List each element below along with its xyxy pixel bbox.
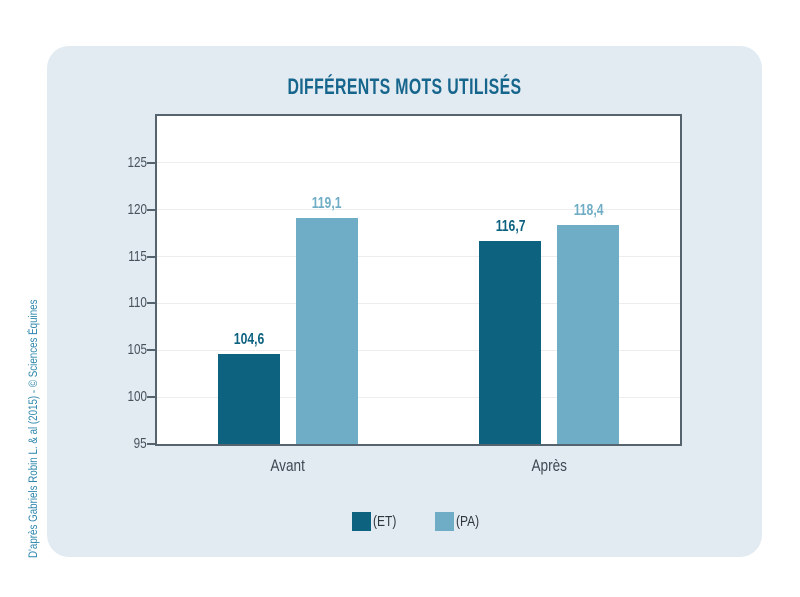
bar-value-label: 104,6 — [233, 331, 264, 349]
legend-item-(PA): (PA) — [434, 512, 485, 531]
gridline — [157, 209, 680, 211]
y-axis-tick-label: 105 — [127, 341, 147, 359]
legend-label: (PA) — [455, 513, 479, 530]
y-axis-tick — [147, 396, 155, 399]
bar-Après-(PA) — [557, 224, 620, 444]
gridline — [157, 162, 680, 164]
y-axis-tick — [147, 302, 155, 305]
y-axis-tick-label: 100 — [127, 388, 147, 406]
plot-area: 95 100 105 110 115 120 125 104,6 119,1 116,7 118,4 — [127, 114, 682, 452]
gridline — [157, 302, 680, 304]
legend-swatch — [352, 512, 372, 531]
legend-swatch — [434, 512, 454, 531]
y-axis-tick — [147, 208, 155, 211]
bar-Après-(ET) — [479, 240, 542, 444]
gridline — [157, 396, 680, 398]
y-axis-tick-label: 115 — [128, 247, 147, 265]
legend-item-(ET): (ET) — [352, 512, 402, 531]
x-axis-labels: Avant Après — [157, 456, 680, 480]
credit-text-inner: D'après Gabriels Robin L. & al (2015) - … — [28, 299, 40, 558]
y-axis-tick-label: 120 — [127, 200, 147, 218]
chart-title: DIFFÉRENTS MOTS UTILISÉS — [47, 74, 762, 100]
y-axis-tick — [147, 255, 155, 258]
legend: (ET) (PA) — [155, 512, 682, 531]
y-axis-tick-label: 110 — [128, 294, 147, 312]
bar-Avant-(PA) — [295, 218, 358, 444]
chart-title-text: DIFFÉRENTS MOTS UTILISÉS — [287, 74, 522, 99]
y-axis-tick — [147, 443, 155, 445]
gridline — [157, 349, 680, 351]
y-axis-tick — [147, 349, 155, 352]
x-category-label-Après: Après — [531, 456, 568, 475]
bar-value-label: 116,7 — [495, 217, 526, 235]
y-axis-tick-label: 95 — [133, 435, 147, 452]
y-axis-tick-label: 125 — [127, 153, 147, 171]
bar-value-label: 118,4 — [573, 201, 604, 219]
bar-Avant-(ET) — [217, 354, 280, 444]
legend-label: (ET) — [373, 513, 397, 530]
bar-value-label: 119,1 — [311, 195, 342, 213]
gridline — [157, 256, 680, 258]
y-axis-tick — [147, 161, 155, 164]
credit-text: D'après Gabriels Robin L. & al (2015) - … — [28, 288, 42, 558]
x-category-label-Avant: Avant — [270, 456, 306, 475]
